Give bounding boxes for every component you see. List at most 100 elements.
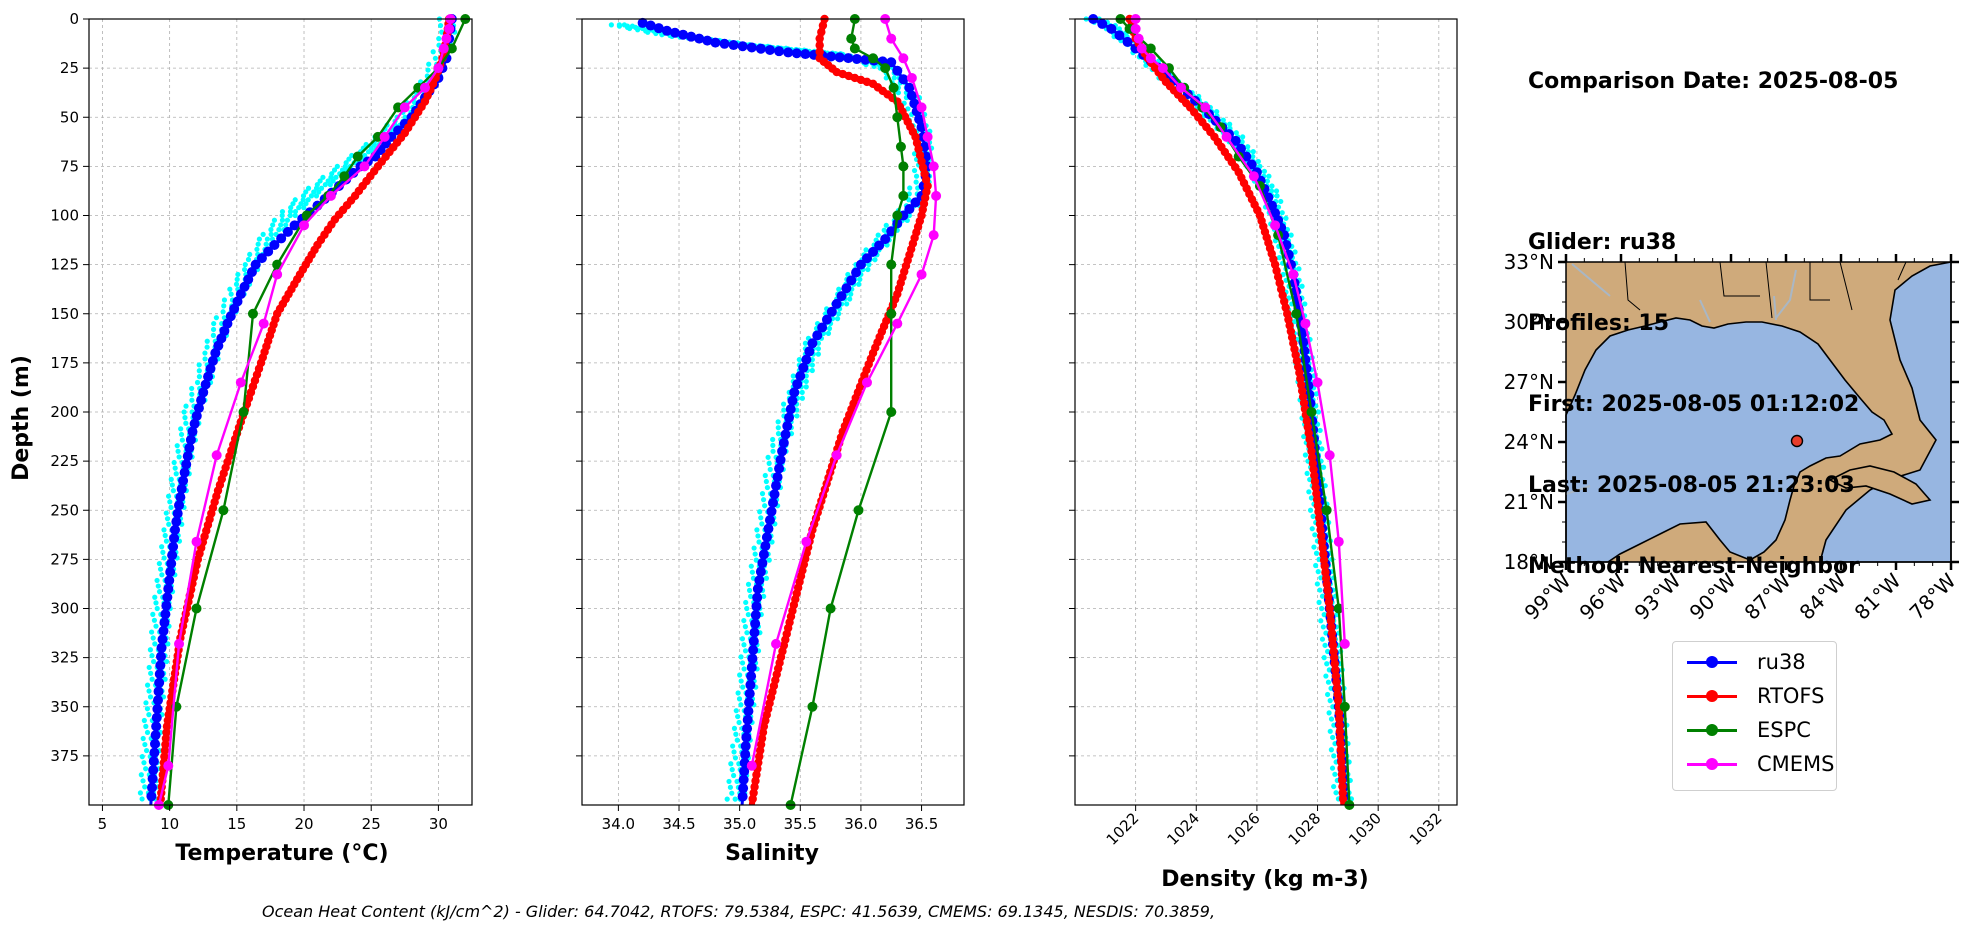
temperature-series-ru38-point (203, 371, 214, 382)
salinity-series-glider-profiles-point (844, 301, 850, 307)
temperature-series-cmems-point (399, 102, 410, 113)
salinity-series-glider-profiles-point (834, 316, 841, 322)
density-series-rtofs-point (1335, 720, 1344, 730)
density-series-glider-profiles-point (1317, 427, 1323, 434)
density-series-glider-profiles-point (1264, 178, 1271, 184)
salinity-series-ru38-point (836, 291, 847, 302)
temperature-series-ru38-point (167, 550, 178, 561)
salinity-series-cmems-point (928, 161, 939, 172)
salinity-series-ru38-point (777, 446, 788, 457)
salinity-series-espc-point (846, 33, 857, 44)
density-series-rtofs-point (1336, 745, 1345, 754)
depth-tick-label: 0 (69, 10, 79, 28)
temperature-series-glider-profiles-point (168, 476, 174, 482)
salinity-series-ru38-point (843, 53, 854, 64)
salinity-series-ru38-point (742, 723, 753, 734)
salinity-tick-label: 36.0 (844, 815, 877, 833)
temperature-series-glider-profiles-point (313, 193, 320, 199)
density-series-rtofs-point (1332, 684, 1342, 693)
temperature-series-ru38-point (151, 712, 162, 723)
salinity-series-ru38-point (782, 421, 793, 432)
salinity-series-glider-profiles-point (857, 276, 863, 282)
density-series-espc-point (1321, 505, 1332, 516)
temperature-series-glider-profiles-point (268, 231, 274, 237)
density-series-glider-profiles-point (1274, 193, 1280, 199)
salinity-series-ru38-point (745, 679, 756, 690)
salinity-tick-label: 36.5 (905, 815, 938, 833)
temperature-series-glider-profiles-point (151, 617, 158, 623)
temperature-series-glider-profiles-point (178, 431, 185, 438)
temperature-series-glider-profiles-point (174, 443, 180, 449)
temperature-series-glider-profiles-point (220, 309, 226, 315)
salinity-series-glider-profiles-point (763, 478, 769, 485)
temperature-series-cmems-line (157, 18, 452, 806)
salinity-series-glider-profiles-point (744, 630, 750, 636)
temperature-series-glider-profiles-point (279, 208, 286, 215)
density-series-glider-profiles-point (1233, 130, 1239, 136)
temperature-series-ru38-point (200, 379, 211, 390)
temperature-series-glider-profiles-point (154, 577, 160, 584)
density-series-glider-profiles-point (1255, 158, 1261, 165)
temperature-series-ru38-point (181, 459, 192, 470)
density-series-glider-profiles-point (1266, 173, 1272, 179)
temperature-series-cmems-point (272, 269, 283, 280)
density-series-cmems-point (1333, 536, 1344, 547)
temperature-series-ru38-point (393, 125, 404, 136)
temperature-series-ru38-point (146, 791, 157, 802)
salinity-series-glider-profiles-point (759, 491, 766, 497)
salinity-series-ru38-point (914, 114, 925, 125)
cuba-island (1828, 465, 1932, 505)
temperature-series-ru38-point (149, 738, 160, 749)
temperature-series-espc-point (339, 171, 350, 182)
density-series-glider-profiles-point (1273, 188, 1280, 194)
density-series-glider-profiles-point (1306, 489, 1312, 495)
salinity-series-glider-profiles-point (802, 340, 809, 346)
density-series-cmems-point (1133, 33, 1144, 44)
salinity-series-glider-profiles-point (770, 448, 776, 454)
salinity-series-glider-profiles-point (739, 660, 746, 666)
depth-tick-label: 250 (50, 501, 79, 519)
temperature-series-ru38-point (159, 617, 170, 628)
salinity-series-ru38-point (737, 791, 748, 802)
temperature-series-glider-profiles-point (140, 735, 146, 742)
density-series-glider-profiles-point (1288, 232, 1294, 238)
salinity-panel: 34.0 34.5 35.0 35.5 36.0 36.5 (576, 14, 965, 833)
temperature-series-glider-profiles-point (292, 208, 299, 215)
temperature-series-glider-profiles-point (167, 499, 173, 505)
density-series-rtofs-point (1328, 635, 1337, 644)
temperature-series-glider-profiles-point (284, 217, 291, 223)
temperature-series-ru38-point (155, 651, 166, 662)
density-series-glider-profiles-point (1261, 168, 1267, 174)
temperature-series-glider-profiles-point (166, 521, 172, 527)
salinity-series-glider-profiles-point (744, 605, 750, 612)
legend-marker-ru38 (1706, 656, 1718, 668)
salinity-series-rtofs-point (818, 21, 828, 30)
salinity-series-ru38-point (772, 472, 783, 483)
density-series-glider-profiles-point (1268, 188, 1275, 194)
salinity-series-ru38-point (874, 240, 885, 251)
density-series-glider-profiles-point (1327, 698, 1333, 704)
temperature-series-glider-profiles-point (301, 205, 307, 211)
salinity-series-glider-profiles-point (766, 460, 772, 466)
salinity-series-glider-profiles-point (781, 407, 787, 413)
density-tick-label: 1030 (1345, 809, 1385, 849)
salinity-series-ru38-point (702, 35, 713, 46)
salinity-series-glider-profiles-point (751, 545, 757, 551)
density-series-glider-profiles-point (1250, 153, 1256, 160)
salinity-series-ru38-point (892, 65, 903, 76)
depth-tick-label: 125 (50, 256, 79, 274)
temperature-series-glider-profiles-point (278, 222, 284, 228)
temperature-series-ru38-point (175, 492, 186, 503)
density-axis-label: Density (kg m-3) (1161, 867, 1369, 892)
temperature-series-glider-profiles-point (202, 350, 208, 356)
temperature-series-ru38-point (191, 410, 202, 421)
salinity-series-espc-point (886, 259, 897, 270)
density-series-rtofs-point (1327, 628, 1337, 638)
salinity-series-ru38-point (757, 558, 768, 569)
salinity-series-ru38-point (761, 532, 772, 543)
salinity-tick-label: 34.5 (662, 815, 695, 833)
density-tick-label: 1026 (1224, 809, 1264, 849)
temperature-series-glider-profiles-point (255, 241, 261, 247)
density-series-glider-profiles-point (1330, 734, 1336, 741)
density-series-espc-point (1333, 603, 1344, 614)
